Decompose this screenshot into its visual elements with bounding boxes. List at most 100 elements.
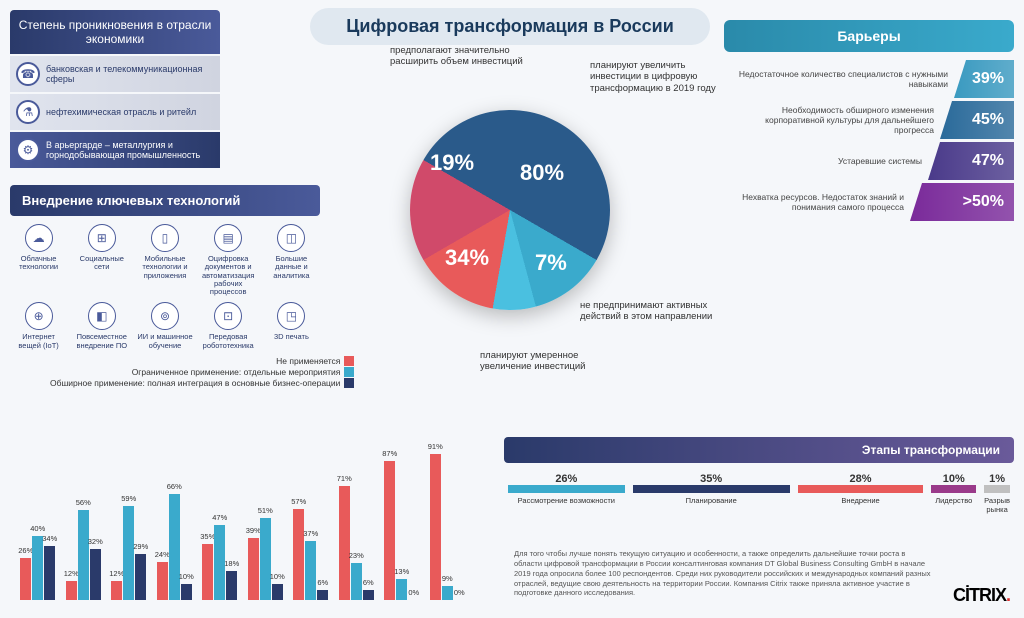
penetration-row: ⚗нефтехимическая отрасль и ритейл <box>10 94 220 130</box>
tech-item: ⊡Передовая робототехника <box>200 302 257 350</box>
bar: 6% <box>363 590 374 600</box>
pie-slice-pct: 19% <box>430 150 474 176</box>
bar-group: 57%37%6% <box>288 509 334 600</box>
pie-chart: планируют увеличить инвестиции в цифрову… <box>370 70 650 350</box>
stage-label: Лидерство <box>931 496 976 505</box>
stages-header: Этапы трансформации <box>504 437 1014 463</box>
row-icon: ⚗ <box>16 100 40 124</box>
row-text: банковская и телекоммуникационная сферы <box>46 64 214 84</box>
barrier-text: Недостаточное количество специалистов с … <box>724 69 954 89</box>
bar-group: 71%23%6% <box>334 486 380 600</box>
stage-pct: 10% <box>931 473 976 485</box>
legend-label: Ограниченное применение: отдельные мероп… <box>132 367 341 377</box>
bar: 35% <box>202 544 213 600</box>
barrier-text: Устаревшие системы <box>724 156 928 166</box>
tech-label: Социальные сети <box>73 255 130 272</box>
bar: 12% <box>111 581 122 600</box>
pie-slice-pct: 7% <box>535 250 567 276</box>
keytech-panel: Внедрение ключевых технологий ☁Облачные … <box>10 185 320 350</box>
barrier-row: Нехватка ресурсов. Недостаток знаний и п… <box>724 183 1014 221</box>
barriers-panel: Барьеры Недостаточное количество специал… <box>724 20 1014 224</box>
barrier-row: Недостаточное количество специалистов с … <box>724 60 1014 98</box>
bar-value: 12% <box>109 569 124 578</box>
legend-label: Обширное применение: полная интеграция в… <box>50 378 340 388</box>
stage-pct: 1% <box>984 473 1010 485</box>
penetration-row: ⚙В арьергарде – металлургия и горнодобыв… <box>10 132 220 168</box>
bar-value: 37% <box>303 529 318 538</box>
bar-value: 51% <box>258 506 273 515</box>
barrier-bar: 45% <box>940 101 1014 139</box>
main-title-text: Цифровая трансформация в России <box>326 16 694 37</box>
bar-value: 12% <box>64 569 79 578</box>
stage-segment: 26% Рассмотрение возможности <box>504 469 629 518</box>
bar-value: 57% <box>291 497 306 506</box>
stage-strip <box>508 485 625 493</box>
stage-label: Рассмотрение возможности <box>508 496 625 505</box>
tech-label: Мобильные технологии и приложения <box>136 255 193 280</box>
bar-value: 34% <box>42 534 57 543</box>
bar: 6% <box>317 590 328 600</box>
bar-group: 24%66%10% <box>152 494 198 600</box>
legend-item: Обширное применение: полная интеграция в… <box>50 378 354 388</box>
bar: 10% <box>181 584 192 600</box>
stage-strip <box>984 485 1010 493</box>
bar: 13% <box>396 579 407 600</box>
bar: 18% <box>226 571 237 600</box>
bar-value: 35% <box>200 532 215 541</box>
tech-item: ⊕Интернет вещей (IoT) <box>10 302 67 350</box>
legend-label: Не применяется <box>276 356 340 366</box>
tech-item: ⊞ Социальные сети <box>73 224 130 296</box>
tech-item: ◧Повсеместное внедрение ПО <box>73 302 130 350</box>
bar: 71% <box>339 486 350 600</box>
bar: 29% <box>135 554 146 600</box>
tech-label: Повсеместное внедрение ПО <box>73 333 130 350</box>
tech-item: ⊚ ИИ и машинное обучение <box>136 302 193 350</box>
tech-icon: ◫ <box>277 224 305 252</box>
tech-icon: ☁ <box>25 224 53 252</box>
bar-value: 71% <box>337 474 352 483</box>
barrier-bar: 47% <box>928 142 1014 180</box>
stage-segment: 1%Разрыв рынка <box>980 469 1014 518</box>
citrix-logo: CİTRIX. <box>953 585 1010 606</box>
barrier-bar: 39% <box>954 60 1014 98</box>
bar: 87% <box>384 461 395 600</box>
barrier-row: Устаревшие системы47% <box>724 142 1014 180</box>
tech-label: ИИ и машинное обучение <box>136 333 193 350</box>
barrier-bar: >50% <box>910 183 1014 221</box>
tech-icon: ⊞ <box>88 224 116 252</box>
stage-label: Планирование <box>633 496 790 505</box>
tech-label: Интернет вещей (IoT) <box>10 333 67 350</box>
bar-group: 87%13%0% <box>379 461 425 600</box>
bar-value: 39% <box>246 526 261 535</box>
bar-value: 9% <box>442 574 453 583</box>
legend-item: Ограниченное применение: отдельные мероп… <box>50 367 354 377</box>
bar-value: 59% <box>121 494 136 503</box>
bar-value: 0% <box>408 588 419 597</box>
tech-label: Оцифровка документов и автоматизация раб… <box>200 255 257 296</box>
bar-value: 66% <box>167 482 182 491</box>
penetration-header: Степень проникновения в отрасли экономик… <box>10 10 220 54</box>
stage-strip <box>931 485 976 493</box>
stage-segment: 35%Планирование <box>629 469 794 518</box>
legend-swatch <box>344 367 354 377</box>
penetration-panel: Степень проникновения в отрасли экономик… <box>10 10 220 168</box>
bar: 12% <box>66 581 77 600</box>
bar: 51% <box>260 518 271 600</box>
tech-icon: ▯ <box>151 224 179 252</box>
bar-group: 12%59%29% <box>106 506 152 600</box>
tech-label: Большие данные и аналитика <box>263 255 320 280</box>
stage-strip <box>633 485 790 493</box>
tech-item: ◫ Большие данные и аналитика <box>263 224 320 296</box>
pie-slice-pct: 34% <box>445 245 489 271</box>
bar-value: 47% <box>212 513 227 522</box>
bar: 39% <box>248 538 259 600</box>
stage-pct: 26% <box>508 473 625 485</box>
tech-label: Передовая робототехника <box>200 333 257 350</box>
bar-value: 26% <box>18 546 33 555</box>
row-icon: ☎ <box>16 62 40 86</box>
bar: 91% <box>430 454 441 600</box>
tech-icon: ⊚ <box>151 302 179 330</box>
keytech-header: Внедрение ключевых технологий <box>10 185 320 216</box>
bar-value: 10% <box>179 572 194 581</box>
barriers-header: Барьеры <box>724 20 1014 52</box>
